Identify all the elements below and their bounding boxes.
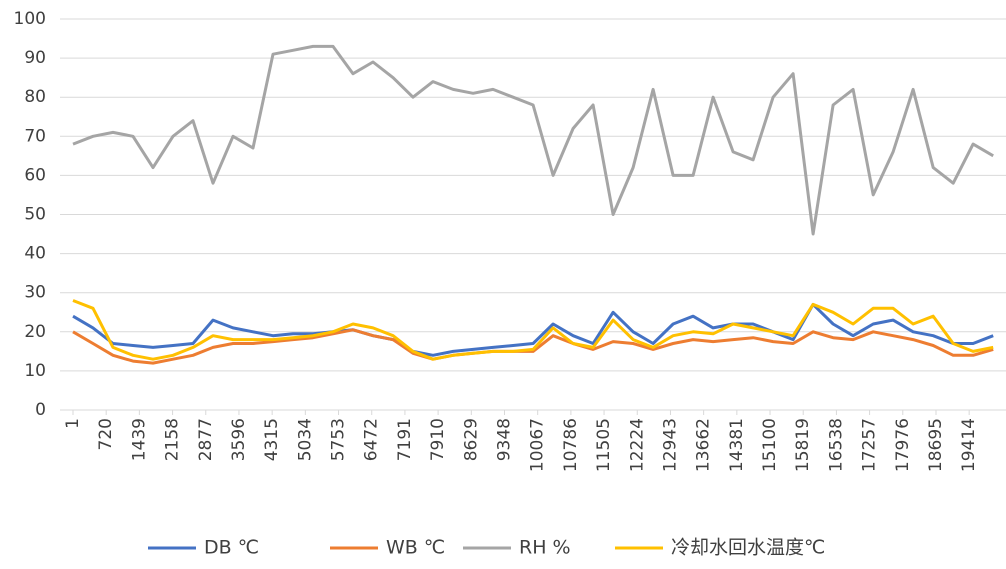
x-tick-label: 17257: [860, 418, 880, 472]
x-tick-label: 13662: [694, 418, 714, 472]
y-tick-label: 10: [24, 361, 46, 381]
legend-label: WB ℃: [386, 537, 445, 559]
x-tick-label: 2877: [196, 418, 216, 461]
y-tick-label: 20: [24, 322, 46, 342]
series-line: [72, 299, 994, 361]
x-tick-label: 10067: [528, 418, 548, 472]
series-line: [72, 44, 994, 236]
x-tick-label: 8629: [461, 418, 481, 461]
y-tick-label: 30: [24, 283, 46, 303]
x-tick-label: 3596: [229, 418, 249, 461]
x-tick-label: 12224: [627, 418, 647, 472]
y-tick-label: 50: [24, 205, 46, 225]
x-tick-label: 15100: [760, 418, 780, 472]
x-tick-label: 10786: [561, 418, 581, 472]
x-tick-label: 7191: [395, 418, 415, 461]
y-tick-label: 40: [24, 244, 46, 264]
x-tick-label: 6472: [362, 418, 382, 461]
x-tick-label: 15819: [793, 418, 813, 472]
series-line: [72, 302, 994, 357]
legend-label: DB ℃: [204, 537, 259, 559]
y-tick-label: 70: [24, 126, 46, 146]
series-line: [72, 328, 994, 365]
x-tick-label: 16538: [826, 418, 846, 472]
x-tick-label: 7910: [428, 418, 448, 461]
x-tick-label: 5753: [329, 418, 349, 461]
x-tick-label: 12943: [660, 418, 680, 472]
y-tick-label: 0: [35, 400, 46, 420]
y-tick-label: 90: [24, 48, 46, 68]
x-tick-label: 17976: [893, 418, 913, 472]
x-tick-label: 19414: [959, 418, 979, 472]
x-tick-label: 18695: [926, 418, 946, 472]
y-tick-label: 100: [14, 9, 46, 29]
x-tick-label: 2158: [163, 418, 183, 461]
x-tick-label: 1: [63, 418, 83, 429]
x-tick-label: 9348: [494, 418, 514, 461]
y-tick-label: 60: [24, 165, 46, 185]
x-tick-label: 720: [96, 418, 116, 450]
y-tick-label: 80: [24, 87, 46, 107]
legend-label: 冷却水回水温度℃: [671, 537, 825, 559]
x-tick-label: 11505: [594, 418, 614, 472]
legend-label: RH %: [519, 537, 571, 559]
x-tick-label: 5034: [295, 418, 315, 461]
x-tick-label: 4315: [262, 418, 282, 461]
x-tick-label: 1439: [129, 418, 149, 461]
x-tick-label: 14381: [727, 418, 747, 472]
